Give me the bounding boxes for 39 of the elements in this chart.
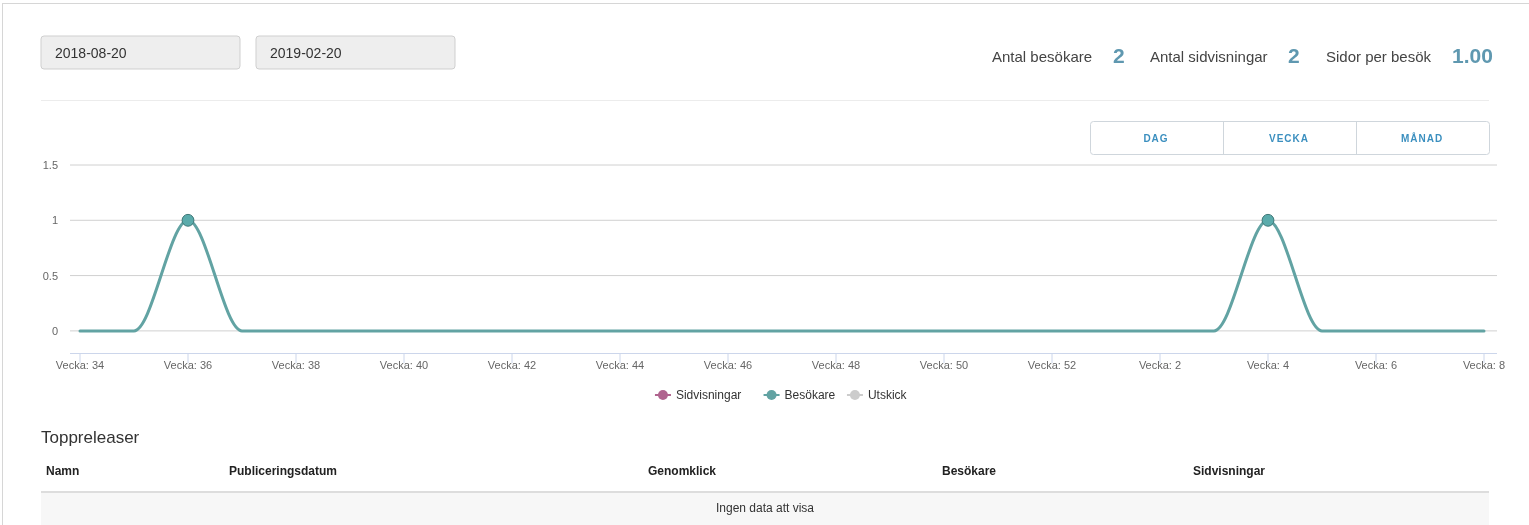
legend-label: Utskick — [867, 388, 908, 402]
text: Besökare — [942, 464, 997, 478]
legend-label: Besökare — [784, 388, 836, 402]
x-tick-label: Vecka: 8 — [1462, 359, 1506, 371]
legend-label: Sidvisningar — [675, 388, 742, 402]
y-tick-label: 1 — [51, 214, 58, 227]
x-tick-label: Vecka: 36 — [163, 359, 213, 371]
text: MÅNAD — [1400, 132, 1444, 144]
text: Ingen data att visa — [715, 501, 815, 515]
x-tick-label: Vecka: 40 — [379, 359, 429, 371]
text: 2018-08-20 — [55, 45, 127, 61]
text: 2 — [1113, 44, 1125, 67]
text: Toppreleaser — [41, 428, 140, 447]
text: Publiceringsdatum — [229, 464, 338, 478]
text: 1.00 — [1452, 44, 1493, 67]
x-tick-label: Vecka: 44 — [595, 359, 645, 371]
text: Namn — [46, 464, 80, 478]
x-tick-label: Vecka: 42 — [487, 359, 537, 371]
x-tick-label: Vecka: 52 — [1027, 359, 1077, 371]
text: 2019-02-20 — [270, 45, 342, 61]
x-tick-label: Vecka: 2 — [1138, 359, 1182, 371]
x-tick-label: Vecka: 4 — [1246, 359, 1290, 371]
x-tick-label: Vecka: 46 — [703, 359, 753, 371]
x-tick-label: Vecka: 6 — [1354, 359, 1398, 371]
x-tick-label: Vecka: 34 — [55, 359, 105, 371]
x-tick-label: Vecka: 50 — [919, 359, 969, 371]
x-tick-label: Vecka: 48 — [811, 359, 861, 371]
text: Antal besökare — [992, 48, 1093, 65]
text: Genomklick — [648, 464, 717, 478]
y-tick-label: 0 — [51, 324, 58, 337]
text: VECKA — [1268, 133, 1310, 144]
y-tick-label: 1.5 — [42, 159, 58, 171]
text: Antal sidvisningar — [1150, 48, 1268, 65]
text: Sidor per besök — [1326, 48, 1432, 65]
text: Sidvisningar — [1193, 464, 1266, 478]
text: DAG — [1143, 133, 1169, 144]
y-tick-label: 0.5 — [42, 269, 58, 282]
x-tick-label: Vecka: 38 — [271, 359, 321, 371]
text: 2 — [1288, 44, 1300, 67]
